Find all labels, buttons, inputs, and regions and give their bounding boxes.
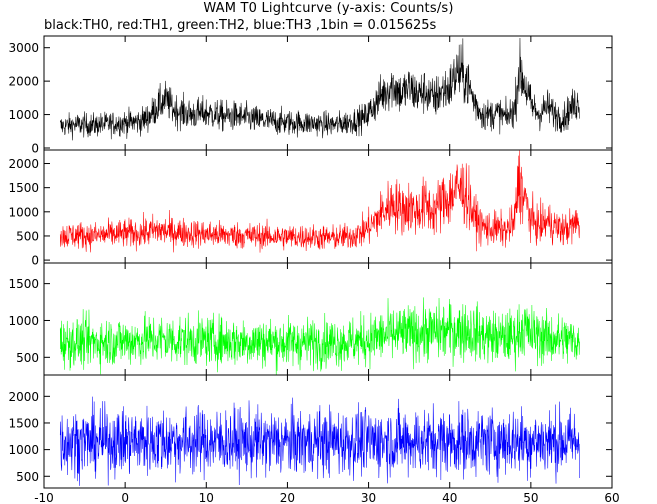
series-th0-line (59, 38, 580, 141)
y-tick-label: 0 (31, 254, 39, 268)
y-tick-label: 1500 (8, 277, 39, 291)
y-tick-label: 2000 (8, 75, 39, 89)
chart-subtitle: black:TH0, red:TH1, green:TH2, blue:TH3 … (44, 18, 437, 33)
x-tick-label: 10 (199, 491, 214, 504)
y-tick-label: 1000 (8, 108, 39, 122)
y-tick-label: 1500 (8, 181, 39, 195)
x-tick-label: 50 (523, 491, 538, 504)
x-tick-label: 30 (361, 491, 376, 504)
series-th1-line (59, 150, 580, 253)
y-tick-label: 500 (16, 229, 39, 243)
series-th2-line (59, 297, 580, 375)
y-tick-label: 2000 (8, 157, 39, 171)
x-tick-label: 40 (442, 491, 457, 504)
chart-title: WAM T0 Lightcurve (y-axis: Counts/s) (203, 1, 454, 16)
x-tick-label: 0 (121, 491, 129, 504)
y-tick-label: 1000 (8, 314, 39, 328)
x-tick-label: 60 (604, 491, 619, 504)
y-tick-label: 0 (31, 141, 39, 155)
y-tick-label: 3000 (8, 41, 39, 55)
y-tick-label: 1000 (8, 443, 39, 457)
y-tick-label: 1000 (8, 205, 39, 219)
x-tick-label: 20 (280, 491, 295, 504)
y-tick-label: 1500 (8, 416, 39, 430)
y-tick-label: 500 (16, 351, 39, 365)
y-tick-label: 500 (16, 470, 39, 484)
x-tick-label: -10 (34, 491, 54, 504)
panel-frame-th3 (43, 374, 613, 489)
series-th3-line (59, 396, 580, 486)
y-tick-label: 2000 (8, 390, 39, 404)
